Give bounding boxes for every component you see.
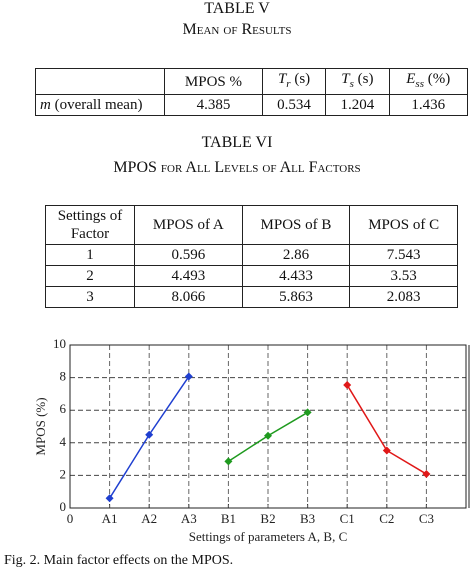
x-tick-label: C2 (379, 511, 394, 526)
cell: 7.543 (349, 244, 458, 266)
subscript: r (286, 78, 291, 90)
row-label: m (overall mean) (35, 94, 165, 116)
cell: 0.534 (261, 94, 327, 116)
cell: 2.083 (349, 286, 458, 308)
y-tick-label: 10 (53, 336, 66, 351)
header-cell: Ess (%) (388, 68, 468, 95)
unit: (overall mean) (54, 97, 143, 113)
y-tick-label: 4 (60, 434, 67, 449)
subscript: ss (415, 78, 424, 90)
data-point (224, 457, 233, 466)
x-tick-label: A2 (141, 511, 157, 526)
table-title: MPOS for All Levels of All Factors (113, 159, 361, 176)
x-tick-label: 0 (67, 511, 74, 526)
cell: 8.066 (134, 286, 243, 308)
plot-frame (69, 344, 467, 509)
data-point (145, 430, 154, 439)
figure-caption: Fig. 2. Main factor effects on the MPOS. (4, 553, 234, 568)
x-axis-label: Settings of parameters A, B, C (189, 529, 348, 544)
unit: (s) (357, 71, 374, 87)
header-cell: Tr (s) (261, 68, 327, 95)
header-cell: Settings of Factor (45, 205, 135, 245)
x-tick-label: C3 (419, 511, 434, 526)
header-row: MPOS % Tr (s) Ts (s) Ess (%) (35, 68, 468, 95)
x-tick-label: B2 (260, 511, 275, 526)
header-cell: MPOS % (164, 68, 263, 95)
symbol: T (341, 71, 350, 87)
data-row: 2 4.493 4.433 3.53 (45, 265, 458, 287)
x-tick-label: A3 (181, 511, 197, 526)
header-cell: MPOS of A (134, 205, 243, 245)
x-tick-label: C1 (340, 511, 355, 526)
cell: 5.863 (241, 286, 351, 308)
cell: 4.385 (164, 94, 263, 116)
cell: 3 (45, 286, 135, 308)
cell: 1.436 (388, 94, 468, 116)
x-tick-label: A1 (102, 511, 118, 526)
y-tick-label: 0 (60, 499, 67, 514)
levels-table: Settings of Factor MPOS of A MPOS of B MPOS… (45, 205, 458, 308)
symbol: m (40, 97, 51, 113)
table-label: TABLE V (204, 0, 270, 17)
unit: (%) (427, 71, 451, 87)
data-point (422, 470, 431, 479)
results-table: MPOS % Tr (s) Ts (s) Ess (%) m (overall mean… (35, 68, 468, 116)
cell: 4.493 (134, 265, 243, 287)
x-tick-label: B1 (221, 511, 236, 526)
data-row: m (overall mean) 4.385 0.534 1.204 1.436 (35, 94, 468, 116)
y-tick-label: 8 (60, 369, 67, 384)
data-point (343, 381, 352, 390)
table-title: Mean of Results (182, 21, 292, 38)
data-point (382, 446, 391, 455)
x-tick-label: B3 (300, 511, 315, 526)
table-label: TABLE VI (201, 134, 273, 151)
data-point (303, 408, 312, 417)
unit: (s) (294, 71, 311, 87)
data-row: 1 0.596 2.86 7.543 (45, 244, 458, 266)
subscript: s (349, 78, 354, 90)
cell: 1.204 (325, 94, 390, 116)
data-point (264, 431, 272, 440)
data-point (184, 372, 193, 381)
y-tick-label: 6 (60, 401, 67, 416)
header-cell: MPOS of B (241, 205, 351, 245)
y-axis-label: MPOS (%) (33, 397, 48, 455)
symbol: T (277, 71, 287, 87)
header-cell: MPOS of C (349, 205, 458, 245)
symbol: E (406, 71, 416, 87)
y-tick-label: 2 (60, 466, 67, 481)
header-row: Settings of Factor MPOS of A MPOS of B MPOS… (45, 205, 458, 245)
header-cell: Ts (s) (325, 68, 390, 95)
data-point (105, 494, 114, 503)
data-row: 3 8.066 5.863 2.083 (45, 286, 458, 308)
